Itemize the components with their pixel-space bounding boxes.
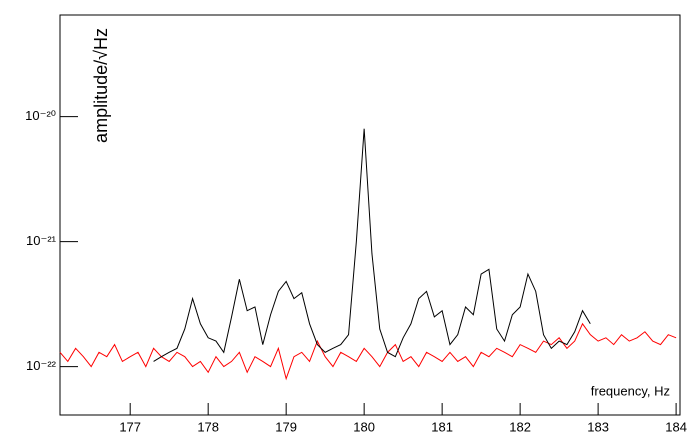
x-tick-label: 177 xyxy=(119,419,141,434)
y-tick-label: 10⁻²² xyxy=(26,358,57,373)
x-tick-label: 182 xyxy=(509,419,531,434)
x-tick-label: 179 xyxy=(275,419,297,434)
y-tick-label: 10⁻²⁰ xyxy=(25,108,56,123)
series-line xyxy=(59,322,677,381)
x-tick-label: 180 xyxy=(353,419,375,434)
plot-frame xyxy=(59,14,681,416)
x-tick-label: 184 xyxy=(665,419,687,434)
x-tick-label: 183 xyxy=(587,419,609,434)
x-axis-title: frequency, Hz xyxy=(591,383,670,398)
x-tick-label: 181 xyxy=(431,419,453,434)
y-axis-title: amplitude/√Hz xyxy=(91,28,111,143)
y-tick-label: 10⁻²¹ xyxy=(26,233,57,248)
x-tick-label: 178 xyxy=(197,419,219,434)
series-line xyxy=(153,128,591,362)
